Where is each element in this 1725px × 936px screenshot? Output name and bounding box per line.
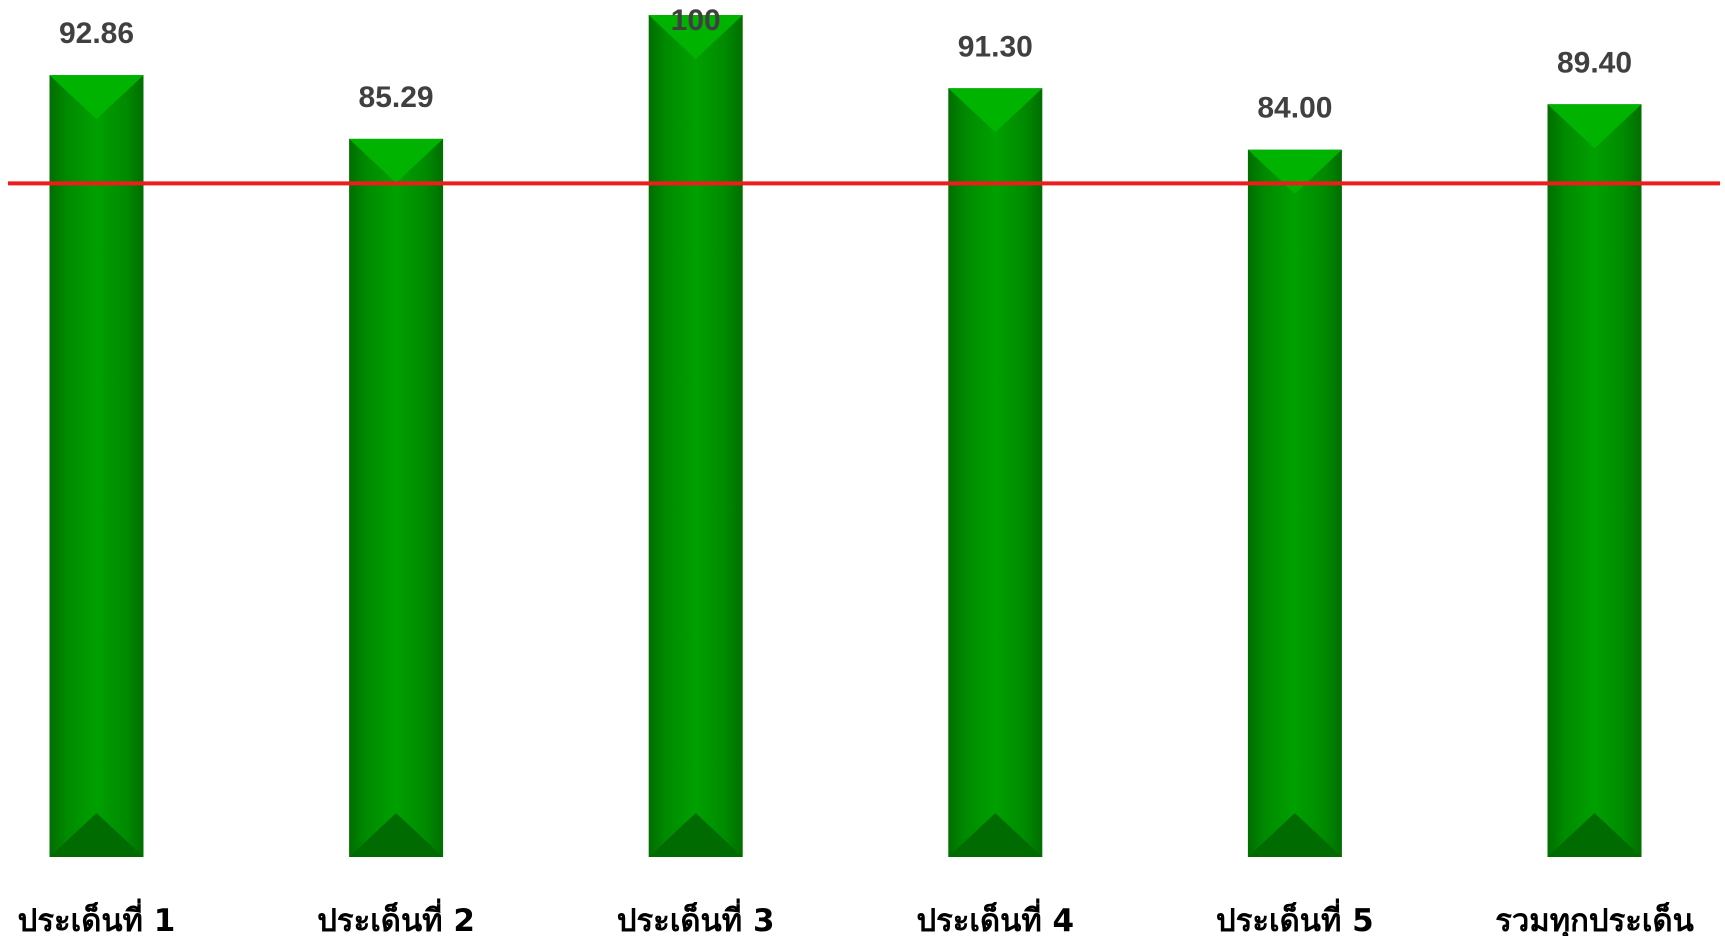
bar-value-label: 100 [671, 4, 721, 37]
category-label: ประเด็นที่ 3 [617, 898, 775, 936]
bars-layer [49, 15, 1642, 858]
category-label: ประเด็นที่ 5 [1216, 898, 1374, 936]
bar-bottom-bevel [349, 813, 444, 857]
bar-body [49, 75, 144, 858]
bar-1 [49, 75, 144, 858]
category-labels-layer: ประเด็นที่ 1 ประเด็นที่ 2 ประเด็นที่ 3 ประเ… [18, 898, 1694, 936]
bar-body [1247, 149, 1342, 858]
bar-body [648, 15, 743, 857]
bar-top-bevel [1547, 104, 1642, 149]
bar-value-label: 85.29 [359, 81, 434, 114]
bar-5 [1247, 149, 1342, 858]
category-label: ประเด็นที่ 1 [18, 898, 176, 936]
bar-3 [648, 15, 743, 857]
bar-bottom-bevel [49, 813, 144, 857]
category-label: ประเด็นที่ 4 [916, 898, 1074, 936]
bar-value-label: 92.86 [59, 17, 134, 50]
bar-top-bevel [948, 88, 1043, 133]
bar-top-bevel [349, 138, 444, 183]
bar-bottom-bevel [648, 813, 743, 857]
bar-2 [349, 138, 444, 857]
value-labels-layer: 92.86 85.29 100 91.30 84.00 89.40 [59, 4, 1632, 125]
bar-value-label: 89.40 [1557, 46, 1632, 79]
bar-bottom-bevel [1247, 813, 1342, 857]
bar-value-label: 84.00 [1257, 92, 1332, 125]
category-label: รวมทุกประเด็น [1495, 901, 1694, 936]
bar-body [349, 138, 444, 857]
bar-bottom-bevel [1547, 813, 1642, 857]
bar-value-label: 91.30 [958, 30, 1033, 63]
bar-top-bevel [648, 15, 743, 59]
bar-body [948, 88, 1043, 857]
bar-top-bevel [1247, 149, 1342, 194]
bar-bottom-bevel [948, 813, 1043, 857]
bar-top-bevel [49, 75, 144, 120]
bar-body [1547, 104, 1642, 857]
bar-4 [948, 88, 1043, 857]
bar-6 [1547, 104, 1642, 857]
category-label: ประเด็นที่ 2 [317, 898, 475, 936]
